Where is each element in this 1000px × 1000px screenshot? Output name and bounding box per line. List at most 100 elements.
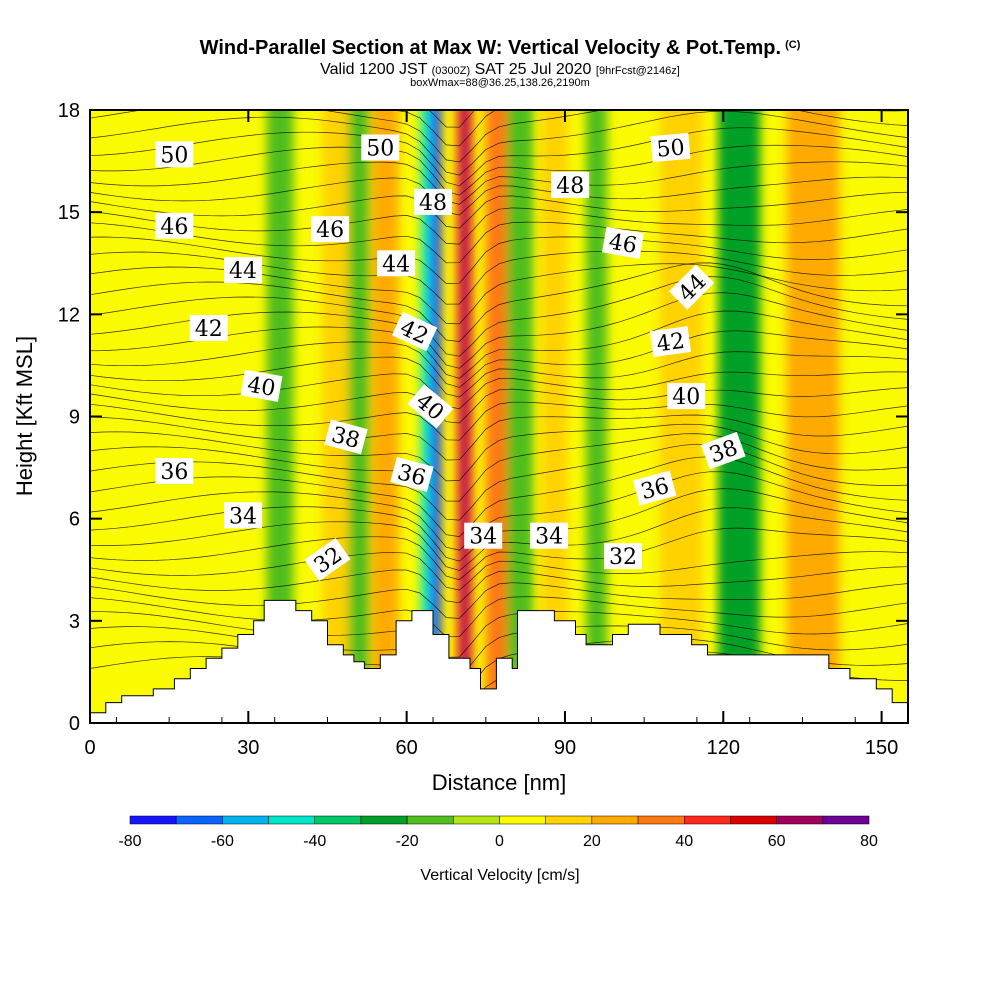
contour-label-text: 46 (607, 230, 639, 259)
colorbar-swatch (684, 815, 731, 825)
contour-label-box (377, 250, 416, 277)
contour-label: 34 (530, 522, 569, 550)
colorbar-swatch (222, 815, 269, 825)
colorbar-tick-label: -20 (396, 833, 419, 850)
contour-label: 42 (189, 315, 228, 342)
contour-label-box (361, 134, 400, 161)
contour-label-box (602, 226, 644, 259)
x-tick-label: 120 (707, 737, 740, 759)
contour-label-text: 50 (656, 135, 686, 162)
contour-label-text: 42 (195, 317, 223, 342)
contour-label-box (155, 212, 194, 239)
colorbar-swatch (406, 815, 454, 825)
colorbar-tick-label: -40 (303, 833, 326, 850)
contour-label-box (240, 369, 283, 402)
contour-label-text: 48 (419, 191, 447, 216)
contour-label-text: 46 (316, 218, 344, 243)
contour-label-box (700, 431, 746, 470)
contour-label: 44 (224, 257, 262, 284)
colorbar-tick-label: 40 (675, 833, 693, 850)
isentrope-line (90, 387, 908, 424)
contour-label: 46 (155, 212, 194, 240)
y-tick-label: 15 (58, 202, 80, 224)
contour-label-box (667, 383, 706, 410)
x-tick-label: 30 (237, 737, 259, 759)
contour-label-box (530, 522, 569, 549)
contour-label-text: 34 (535, 525, 563, 550)
valid-date: SAT 25 Jul 2020 (474, 61, 592, 78)
isentrope-line (90, 110, 908, 163)
velocity-band-0 (142, 110, 217, 723)
contour-label: 40 (240, 369, 283, 402)
contour-label: 44 (377, 250, 416, 277)
contour-label: 50 (650, 132, 691, 163)
velocity-band-4 (372, 110, 399, 723)
y-tick-label: 9 (69, 407, 80, 429)
isentrope-line (90, 423, 908, 482)
y-tick-label: 3 (69, 611, 80, 633)
isentrope-line (90, 401, 908, 441)
box-info: boxWmax=88@36.25,138.26,2190m (410, 77, 590, 89)
contour-label-box (649, 326, 692, 358)
isentrope-line (90, 110, 908, 176)
colorbar: -80 -60 -40 -20 0 20 40 60 80 (118, 815, 878, 850)
velocity-band-15 (718, 110, 761, 723)
contour-label-text: 44 (382, 252, 410, 277)
valid-utc: (0300Z) (431, 65, 471, 77)
terrain (90, 599, 908, 723)
colorbar-swatch (453, 815, 500, 825)
contour-label: 40 (667, 383, 706, 410)
isentrope-line (90, 527, 908, 581)
isentrope-line (90, 127, 908, 187)
y-tick-label: 0 (69, 713, 80, 735)
isentrope-line (90, 566, 908, 604)
isentrope-line (90, 414, 908, 461)
x-tick-label: 60 (396, 737, 418, 759)
isentrope-line (90, 433, 908, 502)
contour-label-text: 40 (245, 373, 277, 402)
velocity-band-8 (460, 110, 469, 723)
contour-label: 50 (155, 141, 194, 168)
contour-label: 34 (224, 502, 262, 529)
title-mark: (C) (785, 39, 801, 51)
chart-title: Wind-Parallel Section at Max W: Vertical… (0, 37, 1000, 60)
contour-label-box (189, 315, 228, 341)
contour-label-box (650, 132, 691, 163)
isentrope-line (90, 456, 908, 537)
x-axis-label: Distance [nm] (432, 770, 567, 795)
contour-label-text: 34 (229, 504, 257, 529)
chart-title-text: Wind-Parallel Section at Max W: Vertical… (199, 37, 782, 59)
contour-label-box (604, 543, 642, 570)
colorbar-tick-label: -80 (118, 833, 141, 850)
x-tick-label: 90 (554, 737, 576, 759)
velocity-band-11 (586, 110, 608, 723)
isentrope-line (90, 625, 908, 679)
contour-label-box (224, 257, 262, 284)
contour-label-text: 42 (655, 329, 686, 358)
contour-label-text: 36 (160, 460, 188, 485)
colorbar-tick-label: 80 (860, 833, 878, 850)
plot-area (90, 110, 908, 723)
isentrope-line (90, 276, 908, 357)
isentrope-line (90, 351, 908, 398)
contour-label-text: 50 (160, 143, 188, 168)
isentrope-line (90, 582, 908, 619)
isentrope-line (90, 207, 908, 245)
colorbar-swatch (545, 815, 593, 825)
contour-label-box (414, 188, 452, 215)
contour-label-box (311, 216, 350, 243)
contour-label-text: 44 (229, 259, 257, 284)
contour-label-box (224, 502, 262, 529)
isentrope-line (90, 221, 908, 264)
colorbar-swatch (591, 815, 639, 825)
contour-label: 50 (361, 134, 400, 162)
valid-main: Valid 1200 JST (320, 61, 428, 78)
contour-label-text: 32 (609, 545, 637, 570)
isentrope-line (90, 371, 908, 410)
x-tick-label: 150 (865, 737, 898, 759)
contour-label-text: 40 (672, 385, 700, 410)
isentrope-line (90, 596, 908, 638)
x-tick-label: 0 (84, 737, 95, 759)
